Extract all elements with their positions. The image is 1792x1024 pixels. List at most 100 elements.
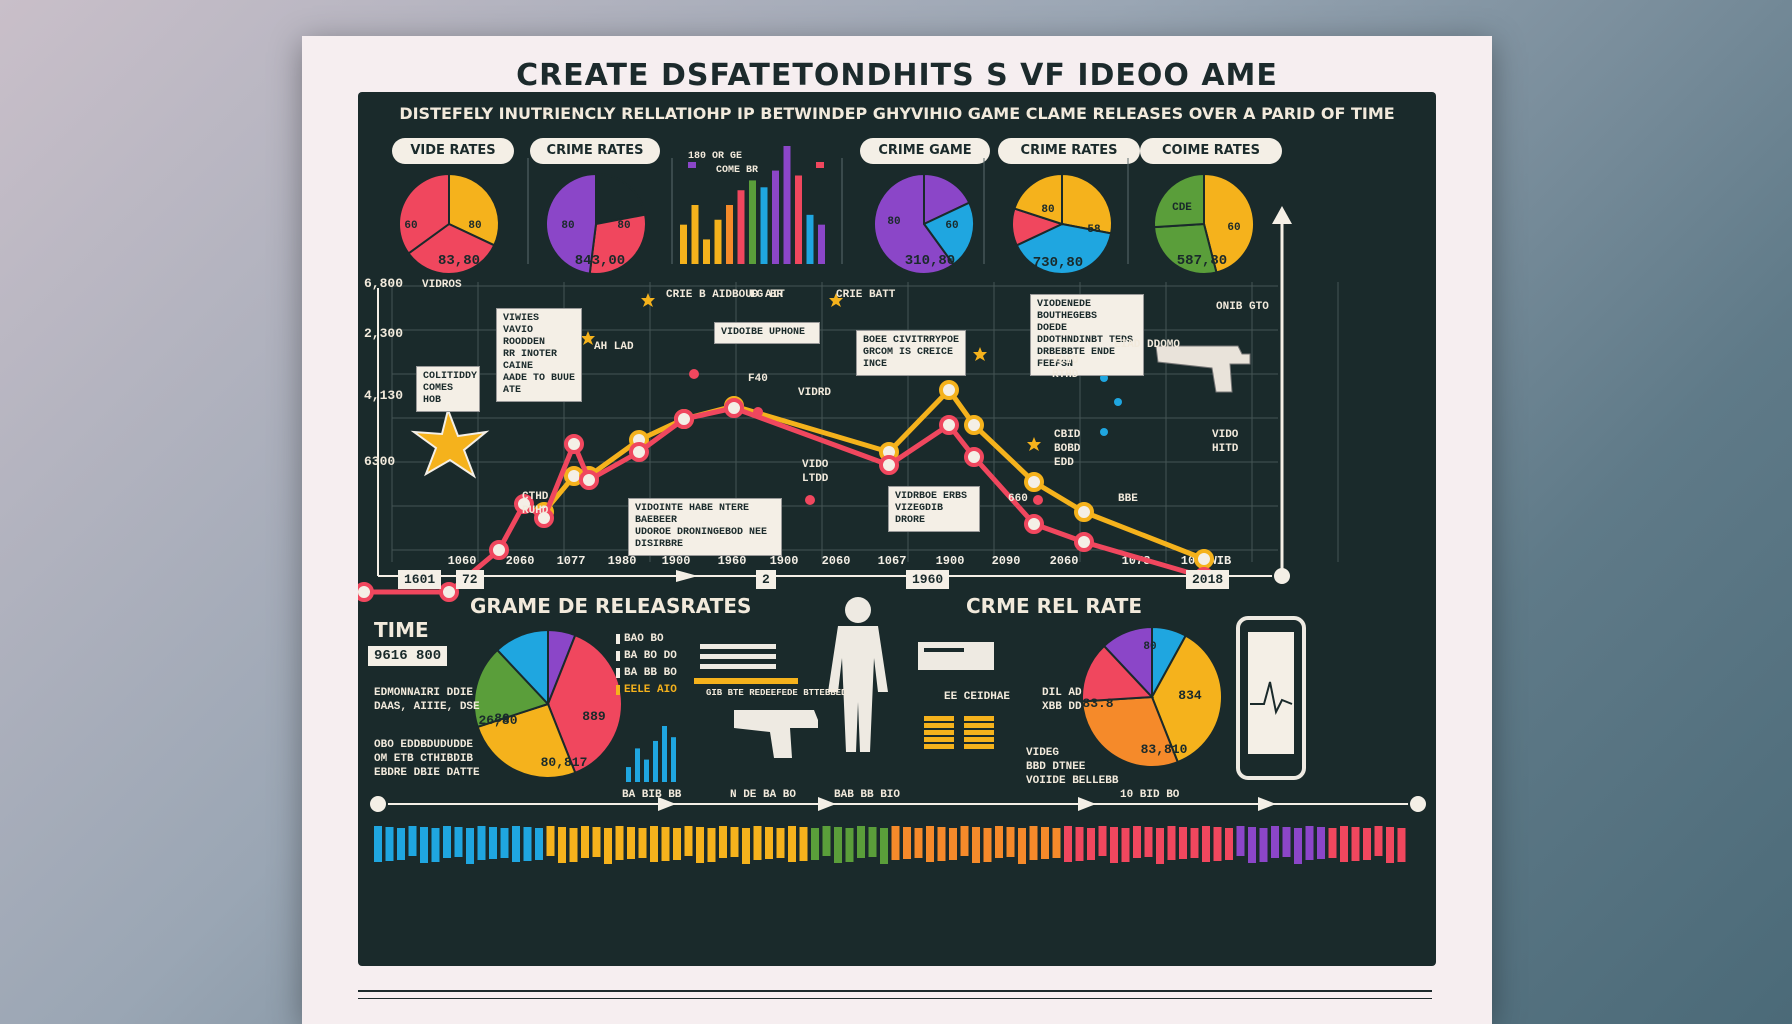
mini-bar <box>626 767 631 782</box>
pie-crime-rel-rate-slice <box>1150 634 1223 764</box>
section-title-grame: GRAME DE RELEASRATES <box>470 594 752 618</box>
line-series-red-point <box>879 455 899 475</box>
money-stack-icon <box>964 716 994 721</box>
gradient-bar-segment <box>1294 828 1302 864</box>
timeline-box: 2018 <box>1186 570 1230 589</box>
annotation-label: FG BR <box>750 289 784 301</box>
gradient-bar-segment <box>1018 828 1026 864</box>
pie-crime-game-label: 80 <box>887 216 900 228</box>
pie-crime-rel-rate-slice <box>1081 695 1180 768</box>
pie-vide-rates-slice <box>448 172 500 247</box>
line-series-yellow-point <box>939 380 959 400</box>
pie-crime-rates-2-label: 80 <box>1041 204 1054 216</box>
gradient-bar-segment <box>546 826 555 856</box>
gradient-bar-segment <box>512 826 520 862</box>
gradient-bar-segment <box>1064 826 1072 862</box>
pie-crime-rates-label: 80 <box>561 220 574 232</box>
mini-bar <box>635 748 640 782</box>
gradient-bar-segment <box>650 826 658 862</box>
pie-crime-rel-rate-label: 834 <box>1178 688 1202 703</box>
pie-crime-rates-slice <box>588 213 647 275</box>
gradient-bar-segment <box>719 826 727 858</box>
gradient-bar-segment <box>1225 828 1233 860</box>
x-tick-label: 1900 <box>936 554 965 568</box>
gradient-bar-segment <box>1397 828 1406 862</box>
up-arrow-icon <box>1272 206 1292 224</box>
gradient-bar-segment <box>1190 828 1199 858</box>
star-icon <box>641 293 655 307</box>
gradient-bar-segment <box>684 826 693 856</box>
legend-swatch <box>816 162 824 168</box>
gradient-bar-segment <box>489 827 497 859</box>
star-icon <box>829 293 843 307</box>
gradient-bar-segment <box>1121 828 1130 862</box>
x-tick-label: 1067 <box>878 554 907 568</box>
callout: VIDOIBE UPHONE <box>714 322 820 344</box>
gradient-bar-segment <box>880 828 888 864</box>
annotation-label: AH LAD <box>594 341 634 353</box>
gradient-bar-segment <box>443 826 451 858</box>
pie-crime-game-label: 310,80 <box>905 253 955 269</box>
callout-text: COLITIDDY COMES HOB <box>423 371 478 406</box>
gradient-bar-segment <box>1006 827 1015 857</box>
phone-chart-line <box>1250 681 1293 716</box>
gradient-bar-segment <box>661 827 670 861</box>
timeline-start-dot <box>368 794 388 814</box>
legend-swatch <box>616 685 620 695</box>
mini-bar <box>818 224 825 264</box>
money-stack-icon <box>964 723 994 728</box>
line-series-red-point <box>564 434 584 454</box>
pie-grame-releases-label: 80,817 <box>541 755 588 770</box>
mini-bar <box>749 180 756 264</box>
gradient-bar-segment <box>500 828 509 858</box>
gun-label: GIB BTE REDEEFEDE BTTEBBED <box>706 688 847 698</box>
gradient-bar-segment <box>995 826 1003 858</box>
pie-grame-releases-slice <box>546 633 623 775</box>
gradient-bar-segment <box>1052 828 1061 858</box>
line-series-red-point <box>514 494 534 514</box>
gradient-bar-segment <box>604 828 612 864</box>
gradient-bar-segment <box>1179 827 1187 859</box>
gradient-bar-segment <box>914 828 923 858</box>
timeline-box: 1960 <box>906 570 950 589</box>
annotation-label: BOUD AIT <box>732 289 785 301</box>
page-title: CREATE DSFATETONDHITS S VF IDEOO AME <box>516 58 1278 93</box>
gradient-bar-segment <box>454 827 463 857</box>
pie-vide-rates-label: 80 <box>468 220 481 232</box>
gradient-bar-segment <box>868 827 877 857</box>
gradient-bar-segment <box>535 828 543 860</box>
pie-coime-rates-slice <box>1153 172 1205 229</box>
legend-item: BA BB BO <box>624 667 677 679</box>
mini-bar <box>644 759 649 782</box>
pie-crime-game-slice <box>923 172 971 226</box>
caption: BAB BB BIO <box>834 789 901 801</box>
pie-crime-rel-rate-label: 83,810 <box>1141 742 1188 757</box>
annotation-label: VIDO LTDD <box>802 459 829 485</box>
x-tick-label: 2090 <box>992 554 1021 568</box>
gradient-bar-segment <box>1236 826 1245 856</box>
mini-bar <box>760 187 768 264</box>
money-stack-icon <box>924 744 954 749</box>
gradient-bar-segment <box>1202 826 1210 862</box>
pistol-icon <box>1155 345 1251 393</box>
pie-crime-rates-2-label: 730,80 <box>1033 255 1083 271</box>
gradient-bar-segment <box>673 828 681 860</box>
device-icon <box>918 642 994 670</box>
pie-vide-rates-slice <box>407 222 496 275</box>
callout: VIDOINTE HABE NTERE BAEBEER UDOROE DRONI… <box>628 498 782 556</box>
timeline-arrow-icon <box>658 797 676 811</box>
mini-bar <box>653 740 658 782</box>
line-series-yellow-point <box>964 415 984 435</box>
pie-crime-rates-label: 80 <box>617 220 630 232</box>
timeline-arrow-icon <box>1258 797 1276 811</box>
money-stack-icon <box>924 716 954 721</box>
annotation-label: VDIO RTHD <box>1052 355 1079 381</box>
annotation-label: CBID BOBD EDD <box>1054 429 1081 469</box>
footer-rule-thin <box>358 998 1432 999</box>
star-icon <box>581 331 595 345</box>
gradient-bar-segment <box>1110 827 1118 863</box>
annotation-label: CRIE B AID <box>666 289 733 301</box>
gradient-bar-segment <box>742 828 750 864</box>
pie-grame-releases-slice <box>473 648 550 729</box>
footer-rule <box>358 990 1432 992</box>
